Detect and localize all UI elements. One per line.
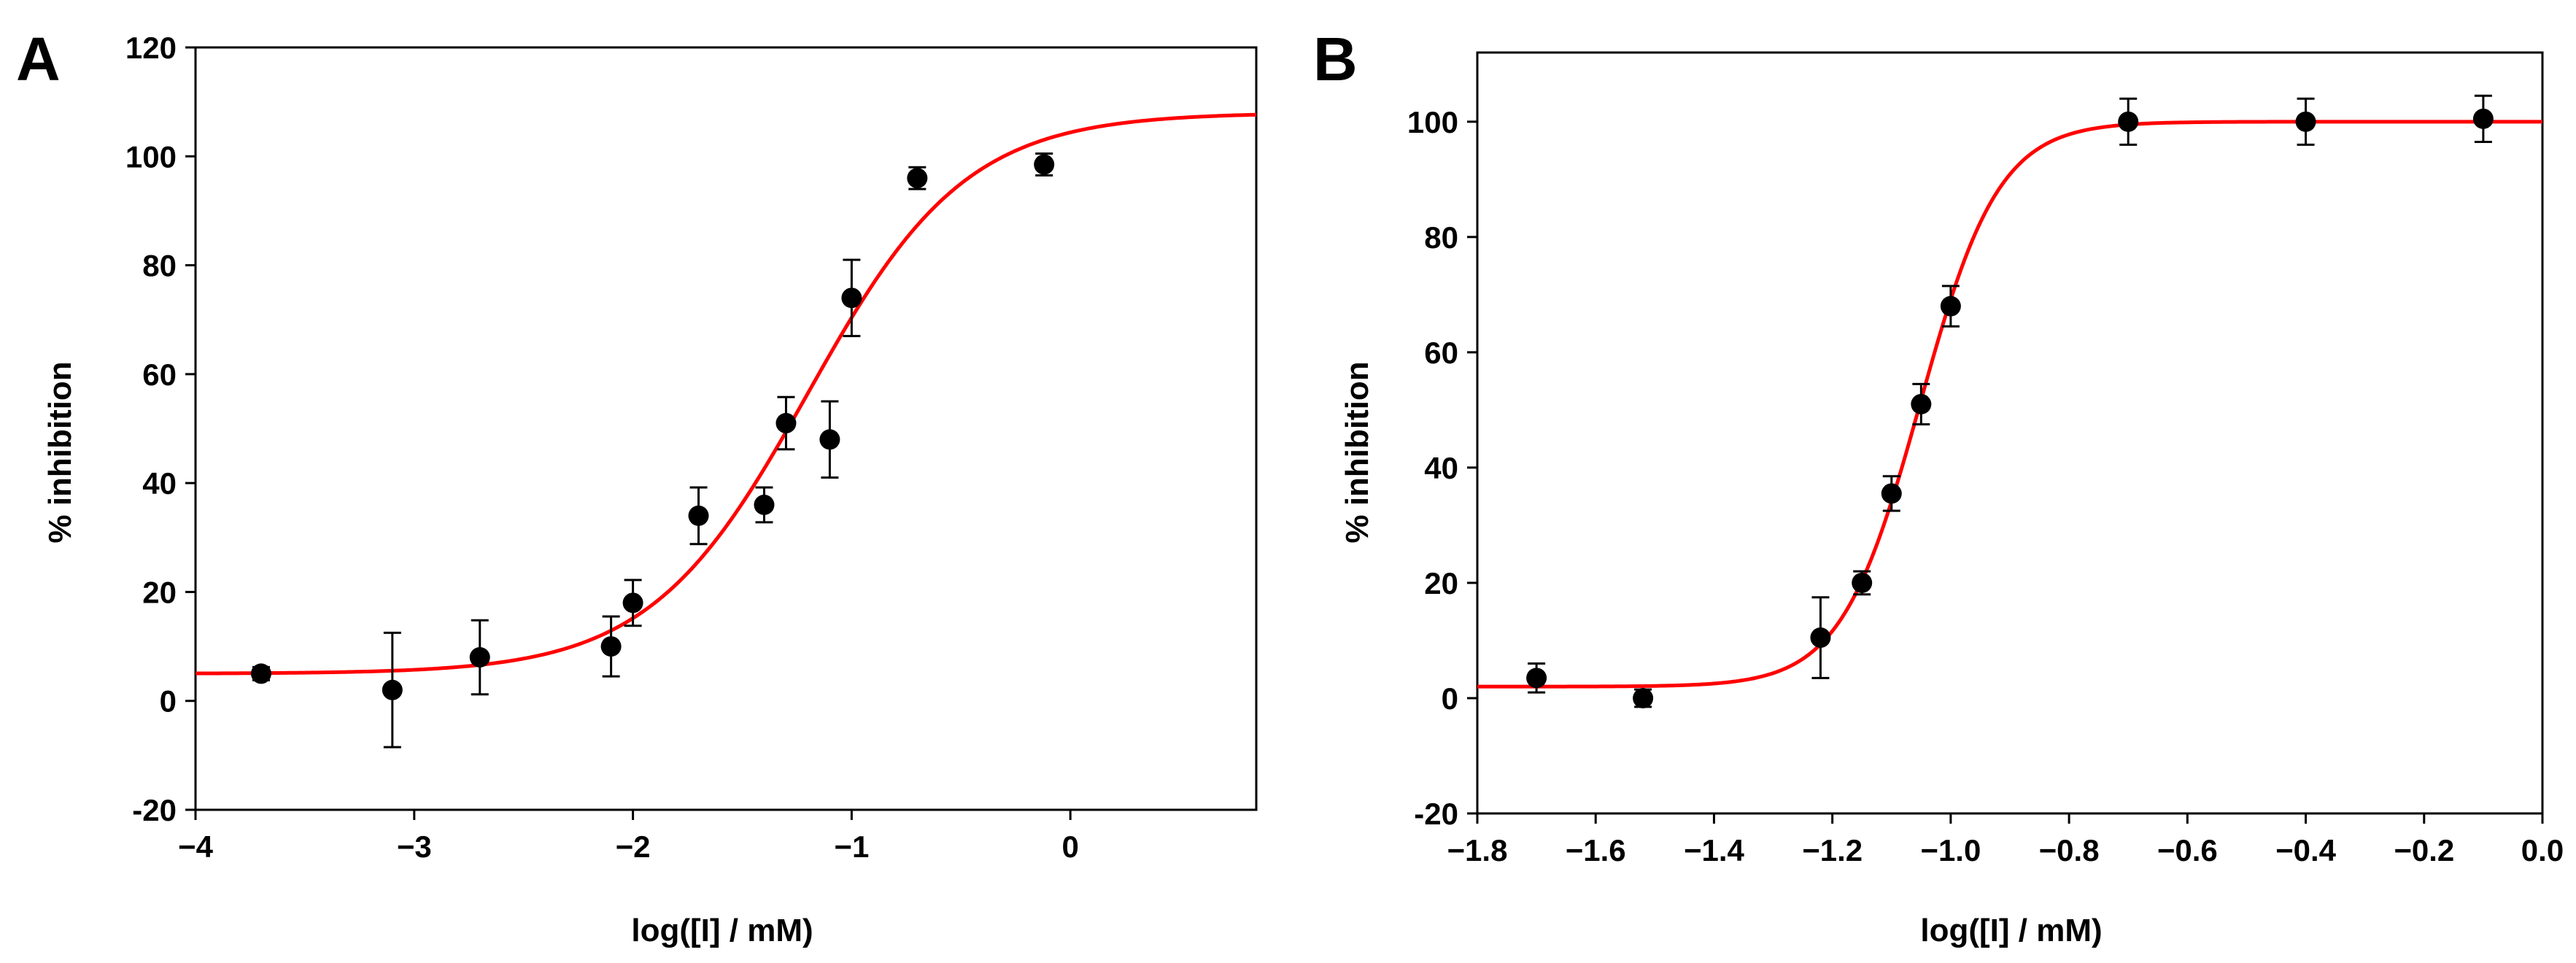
y-tick-label: 60	[142, 357, 177, 392]
data-point	[688, 505, 709, 526]
fit-curve	[195, 112, 1257, 676]
x-tick-label: 0.0	[2521, 833, 2564, 867]
panel-b-ylabel: % inhibition	[1339, 361, 1375, 543]
data-point	[622, 592, 643, 614]
y-tick-label: 0	[160, 684, 177, 719]
y-tick-label: 80	[142, 249, 177, 283]
x-tick-label: −1.4	[1684, 833, 1745, 867]
panel-b-xlabel: log([I] / mM)	[1920, 913, 2102, 948]
data-point	[907, 168, 928, 189]
y-tick-label: 80	[1424, 220, 1458, 255]
panel-a-ylabel: % inhibition	[42, 361, 78, 543]
plot-frame	[194, 46, 1258, 811]
data-point	[1911, 393, 1932, 414]
x-tick-label: −0.8	[2039, 833, 2100, 867]
fit-curve	[1477, 120, 2542, 689]
y-tick-label: 40	[142, 466, 177, 500]
x-tick-label: 0	[1061, 829, 1078, 864]
y-tick-label: 0	[1442, 681, 1458, 716]
x-tick-label: −0.4	[2275, 833, 2337, 867]
data-point	[2118, 111, 2139, 132]
x-tick-label: −1.6	[1566, 833, 1626, 867]
panel-a-label: A	[16, 25, 61, 93]
data-point	[1633, 687, 1654, 708]
y-tick-label: 100	[1407, 105, 1458, 139]
x-tick-label: −0.2	[2394, 833, 2454, 867]
data-point	[600, 636, 622, 657]
x-tick-label: −2	[616, 829, 651, 864]
x-tick-label: −1	[834, 829, 869, 864]
data-point	[1526, 668, 1547, 689]
y-tick-label: 60	[1424, 336, 1458, 370]
data-point	[754, 495, 775, 515]
data-point	[1940, 295, 1961, 317]
data-point	[1852, 572, 1873, 593]
data-point	[1881, 483, 1902, 504]
data-point	[469, 647, 490, 668]
data-point	[2472, 108, 2494, 129]
y-tick-label: 100	[125, 139, 177, 174]
plot-frame	[1476, 51, 2544, 815]
data-point	[2295, 111, 2316, 132]
y-tick-label: -20	[1414, 797, 1458, 831]
y-tick-label: 120	[125, 31, 177, 65]
data-point	[382, 679, 403, 700]
x-tick-label: −4	[178, 829, 214, 864]
x-tick-label: −0.6	[2157, 833, 2218, 867]
data-point	[1810, 627, 1831, 649]
x-tick-label: −1.0	[1920, 833, 1981, 867]
data-point	[819, 429, 840, 450]
x-tick-label: −3	[397, 829, 432, 864]
data-point	[1034, 154, 1055, 175]
x-tick-label: −1.2	[1802, 833, 1863, 867]
y-tick-label: -20	[132, 793, 177, 827]
y-tick-label: 40	[1424, 451, 1458, 485]
panel-b-label: B	[1313, 25, 1358, 93]
panel-b: B −1.8 −1.6 −1.4 −1.2 −1.0 −0.8 −0.6 −0.4 −0.2 0.…	[1313, 25, 2564, 948]
panel-a-plot: −4 −3 −2 −1 0 -20 0 20 40 60 80 100 120	[125, 31, 1258, 864]
data-point	[775, 413, 797, 434]
panel-a-xlabel: log([I] / mM)	[631, 913, 813, 948]
panel-a: A −4 −3 −2 −1 0 -20 0 20 40 60 80 100 120 log([I] / …	[16, 25, 1258, 948]
data-point	[841, 287, 862, 309]
y-tick-label: 20	[1424, 566, 1458, 600]
y-tick-label: 20	[142, 575, 177, 609]
data-point	[250, 663, 271, 684]
panel-b-plot: −1.8 −1.6 −1.4 −1.2 −1.0 −0.8 −0.6 −0.4 −0.2 0.0 -…	[1407, 51, 2564, 867]
x-tick-label: −1.8	[1447, 833, 1508, 867]
